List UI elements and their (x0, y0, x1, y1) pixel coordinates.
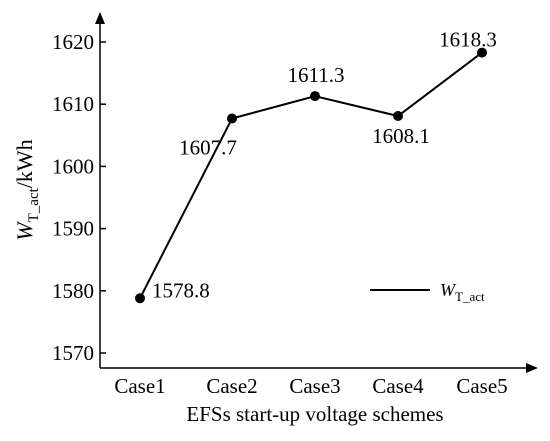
x-tick-label: Case1 (114, 374, 165, 398)
axes (95, 12, 538, 373)
data-label: 1578.8 (152, 278, 210, 302)
y-axis-label-main: W (12, 221, 37, 241)
data-point (227, 113, 237, 124)
x-axis-ticks: Case1 Case2 Case3 Case4 Case5 (114, 374, 507, 398)
data-labels: 1578.8 1607.7 1611.3 1608.1 1618.3 (152, 28, 497, 303)
x-tick-label: Case4 (372, 374, 424, 398)
y-tick-label: 1570 (52, 341, 94, 365)
legend-label-main: W (440, 280, 457, 300)
legend-label: WT_act (440, 280, 485, 304)
data-point (310, 91, 320, 102)
x-tick-label: Case5 (456, 374, 507, 398)
y-tick-label: 1580 (52, 279, 94, 303)
data-label: 1608.1 (372, 124, 430, 148)
y-tick-label: 1590 (52, 217, 94, 241)
y-tick-label: 1620 (52, 30, 94, 54)
y-tick-label: 1610 (52, 92, 94, 116)
data-label: 1618.3 (439, 28, 497, 52)
y-axis-label-sub: T_act (26, 187, 42, 222)
x-tick-label: Case2 (206, 374, 257, 398)
x-tick-label: Case3 (289, 374, 340, 398)
series-line (139, 51, 483, 299)
y-axis-ticks: 1570 1580 1590 1600 1610 1620 (52, 30, 106, 365)
y-axis-label: WT_act/kWh (12, 139, 42, 240)
legend-label-sub: T_act (455, 289, 485, 304)
legend: WT_act (370, 280, 485, 304)
data-label: 1611.3 (288, 63, 345, 87)
x-axis-label: EFSs start-up voltage schemes (186, 402, 443, 426)
data-label: 1607.7 (179, 136, 237, 160)
y-axis-label-unit: /kWh (12, 139, 37, 188)
x-axis-arrow (526, 363, 538, 373)
data-point (393, 111, 403, 122)
y-axis-arrow (95, 12, 105, 24)
data-point (135, 293, 145, 304)
data-point (477, 47, 487, 58)
y-tick-label: 1600 (52, 154, 94, 178)
series (135, 47, 487, 304)
